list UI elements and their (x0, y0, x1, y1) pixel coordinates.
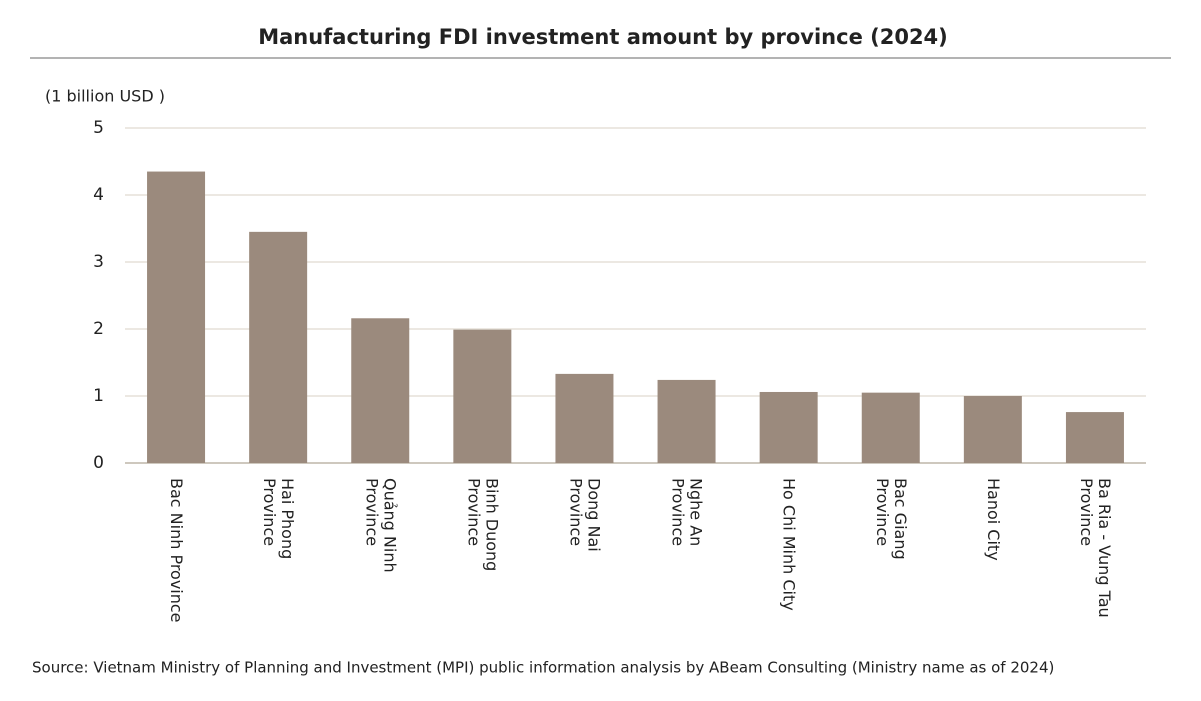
x-tick-label: Bac Ninh Province (168, 478, 187, 623)
bar (453, 329, 512, 463)
x-tick-label: Dong NaiProvince (567, 478, 604, 552)
source-note: Source: Vietnam Ministry of Planning and… (32, 659, 1054, 677)
bar (657, 379, 716, 463)
bar (759, 391, 818, 463)
x-tick-label-line: Province (873, 478, 892, 546)
x-tick-label-line: Binh Duong (483, 478, 502, 571)
bar (861, 392, 920, 463)
x-tick-label-line: Province (1077, 478, 1096, 546)
y-axis-label: (1 billion USD ) (45, 87, 165, 106)
x-tick-label: Hanoi City (984, 478, 1003, 561)
bar (249, 231, 308, 463)
x-tick-label-line: Bac Giang (891, 478, 910, 560)
bar (1065, 412, 1124, 463)
x-tick-label: Ho Chi Minh City (780, 478, 799, 611)
bar (351, 318, 410, 463)
x-tick-label-line: Province (261, 478, 280, 546)
x-tick-label-line: Ho Chi Minh City (780, 478, 799, 611)
x-tick-label: Ba Ria - Vung TauProvince (1077, 478, 1114, 618)
x-tick-label-line: Province (363, 478, 382, 546)
x-tick-label-line: Hai Phong (279, 478, 298, 559)
y-tick-label: 5 (93, 118, 104, 138)
x-tick-label: Bac GiangProvince (873, 478, 910, 560)
y-tick-label: 4 (93, 185, 104, 205)
x-tick-label: Quảng NinhProvince (363, 478, 400, 573)
chart-title: Manufacturing FDI investment amount by p… (258, 25, 948, 49)
x-tick-label-line: Province (567, 478, 586, 546)
x-tick-label: Binh DuongProvince (465, 478, 502, 571)
bar (147, 171, 206, 464)
x-tick-label-line: Province (465, 478, 484, 546)
x-tick-label-line: Bac Ninh Province (168, 478, 187, 623)
y-tick-label: 3 (93, 252, 104, 272)
x-tick-label-line: Ba Ria - Vung Tau (1095, 478, 1114, 618)
x-tick-label: Nghe AnProvince (669, 478, 706, 546)
y-tick-label: 0 (93, 453, 104, 473)
x-tick-label: Hai PhongProvince (261, 478, 298, 559)
x-tick-label-line: Province (669, 478, 688, 546)
x-tick-label-line: Nghe An (687, 478, 706, 546)
bar (963, 396, 1022, 463)
y-tick-label: 2 (93, 319, 104, 339)
bar (555, 373, 614, 463)
x-tick-label-line: Dong Nai (585, 478, 604, 552)
y-tick-label: 1 (93, 386, 104, 406)
x-tick-label-line: Quảng Ninh (381, 478, 400, 573)
x-tick-label-line: Hanoi City (984, 478, 1003, 561)
